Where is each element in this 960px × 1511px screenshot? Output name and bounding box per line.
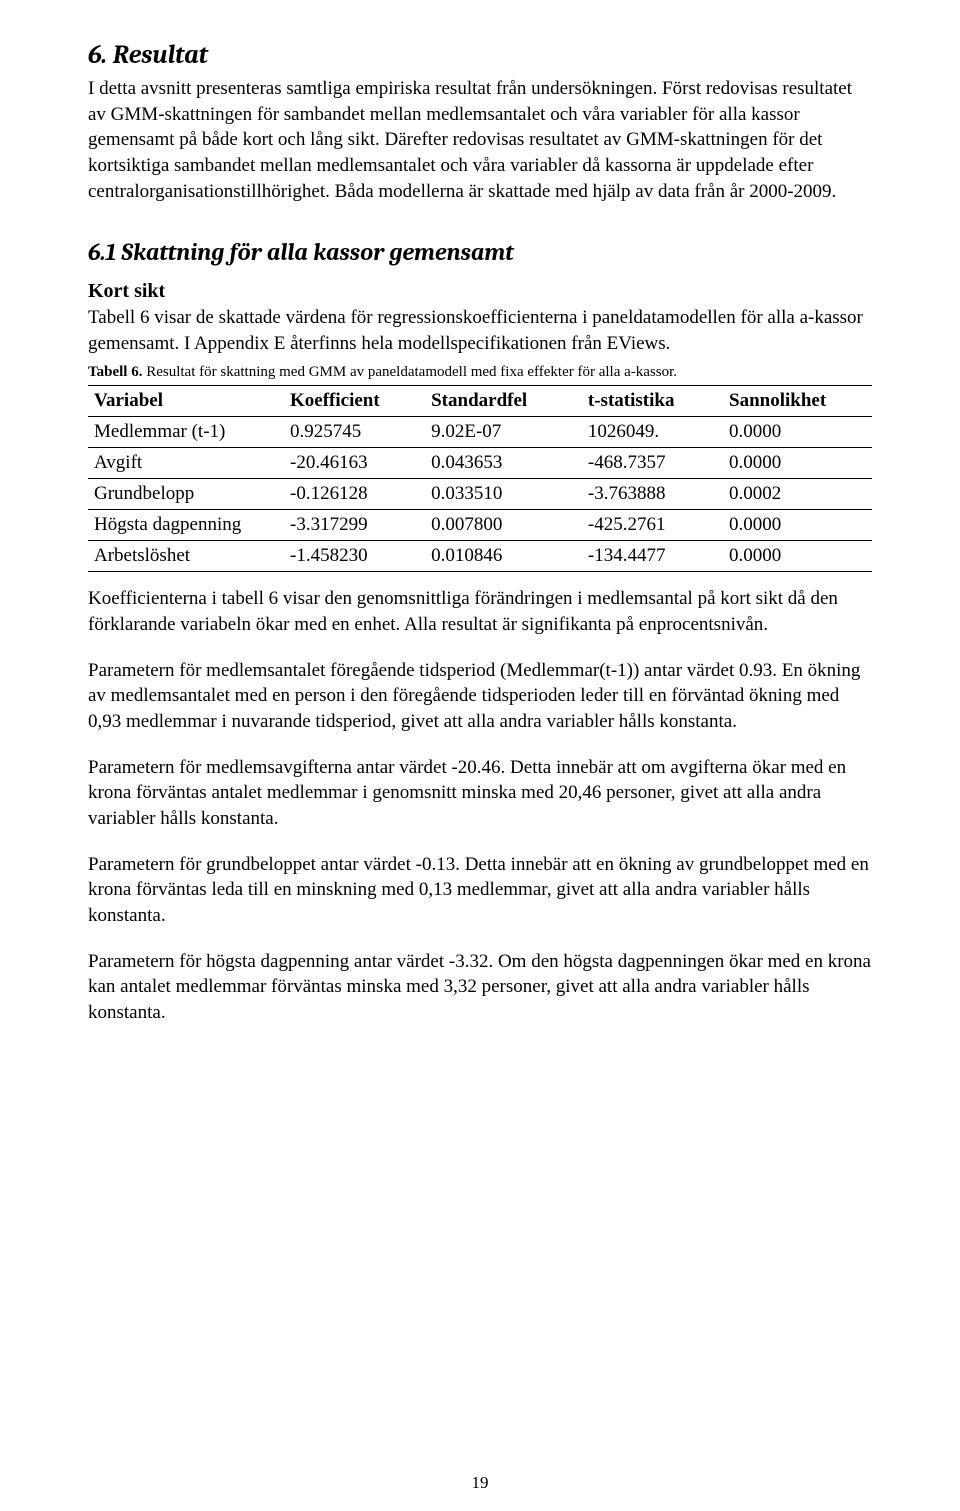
table-cell: 0.0000 bbox=[723, 417, 872, 448]
table-cell: Medlemmar (t-1) bbox=[88, 417, 284, 448]
table-row: Medlemmar (t-1) 0.925745 9.02E-07 102604… bbox=[88, 417, 872, 448]
table-cell: 0.033510 bbox=[425, 479, 582, 510]
page-number: 19 bbox=[0, 1473, 960, 1493]
kort-sikt-paragraph: Tabell 6 visar de skattade värdena för r… bbox=[88, 305, 872, 356]
table6: Variabel Koefficient Standardfel t-stati… bbox=[88, 385, 872, 572]
table-cell: Arbetslöshet bbox=[88, 541, 284, 572]
table6-caption: Tabell 6. Resultat för skattning med GMM… bbox=[88, 364, 872, 381]
table-cell: 0.0000 bbox=[723, 448, 872, 479]
subsection-title: 6.1 Skattning för alla kassor gemensamt bbox=[88, 238, 872, 266]
table-cell: 0.0000 bbox=[723, 541, 872, 572]
para-dagpenning: Parametern för högsta dagpenning antar v… bbox=[88, 949, 872, 1026]
table-cell: 0.043653 bbox=[425, 448, 582, 479]
table-row: Grundbelopp -0.126128 0.033510 -3.763888… bbox=[88, 479, 872, 510]
intro-paragraph: I detta avsnitt presenteras samtliga emp… bbox=[88, 76, 872, 204]
table-header-cell: Variabel bbox=[88, 386, 284, 417]
table-cell: Avgift bbox=[88, 448, 284, 479]
table-cell: 0.010846 bbox=[425, 541, 582, 572]
table-cell: -134.4477 bbox=[582, 541, 723, 572]
table-cell: 9.02E-07 bbox=[425, 417, 582, 448]
table-cell: -425.2761 bbox=[582, 510, 723, 541]
table-cell: -468.7357 bbox=[582, 448, 723, 479]
table-header-cell: Sannolikhet bbox=[723, 386, 872, 417]
section-title: 6. Resultat bbox=[88, 40, 872, 70]
table-cell: 1026049. bbox=[582, 417, 723, 448]
table-cell: 0.0000 bbox=[723, 510, 872, 541]
table6-caption-label: Tabell 6. bbox=[88, 364, 142, 380]
table-cell: Grundbelopp bbox=[88, 479, 284, 510]
table-cell: -20.46163 bbox=[284, 448, 425, 479]
table-cell: -1.458230 bbox=[284, 541, 425, 572]
table-row: Avgift -20.46163 0.043653 -468.7357 0.00… bbox=[88, 448, 872, 479]
para-after-table: Koefficienterna i tabell 6 visar den gen… bbox=[88, 586, 872, 637]
table-cell: -0.126128 bbox=[284, 479, 425, 510]
table-cell: -3.317299 bbox=[284, 510, 425, 541]
table-header-cell: t-statistika bbox=[582, 386, 723, 417]
table-header-cell: Standardfel bbox=[425, 386, 582, 417]
para-medlemmar: Parametern för medlemsantalet föregående… bbox=[88, 658, 872, 735]
table6-caption-text: Resultat för skattning med GMM av paneld… bbox=[142, 364, 677, 380]
table-row: Högsta dagpenning -3.317299 0.007800 -42… bbox=[88, 510, 872, 541]
table-cell: 0.0002 bbox=[723, 479, 872, 510]
page: 6. Resultat I detta avsnitt presenteras … bbox=[0, 0, 960, 1511]
para-grundbelopp: Parametern för grundbeloppet antar värde… bbox=[88, 852, 872, 929]
para-avgift: Parametern för medlemsavgifterna antar v… bbox=[88, 755, 872, 832]
kort-sikt-heading: Kort sikt bbox=[88, 280, 872, 303]
table-cell: Högsta dagpenning bbox=[88, 510, 284, 541]
table-cell: 0.007800 bbox=[425, 510, 582, 541]
table-header-row: Variabel Koefficient Standardfel t-stati… bbox=[88, 386, 872, 417]
table-cell: 0.925745 bbox=[284, 417, 425, 448]
table-row: Arbetslöshet -1.458230 0.010846 -134.447… bbox=[88, 541, 872, 572]
table-cell: -3.763888 bbox=[582, 479, 723, 510]
table-header-cell: Koefficient bbox=[284, 386, 425, 417]
